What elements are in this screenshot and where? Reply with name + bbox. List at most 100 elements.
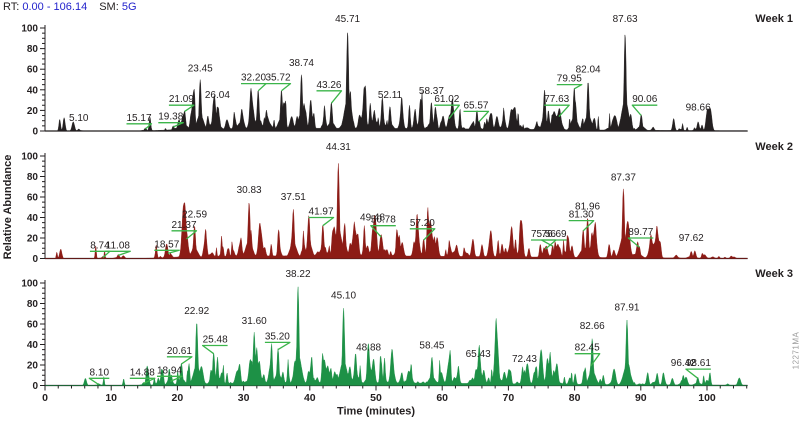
peak-label: 97.62 xyxy=(679,233,704,244)
peak-label: 96.42 xyxy=(671,358,696,369)
y-tick-label: 0 xyxy=(32,381,38,392)
y-tick-label: 20 xyxy=(27,234,39,245)
peak-leader-line xyxy=(409,228,436,241)
peak-leader-line xyxy=(129,377,156,384)
peak-leader-line xyxy=(154,249,180,255)
peak-leader-line xyxy=(158,122,184,128)
peak-label: 37.51 xyxy=(281,192,306,203)
peak-leader-line xyxy=(540,239,567,247)
peak-label: 89.77 xyxy=(628,227,653,238)
y-tick-label: 100 xyxy=(21,24,38,35)
peak-leader-line xyxy=(171,230,198,240)
y-tick-label: 80 xyxy=(27,44,39,55)
x-axis: 0 10 20 30 40 50 60 70 80 90 100 Time (minutes) xyxy=(42,385,748,418)
peak-label: 23.45 xyxy=(188,63,213,74)
scan-header: RT: 0.00 - 106.14 SM: 5G xyxy=(3,1,137,14)
peak-label: 43.26 xyxy=(316,80,341,91)
y-tick-label: 20 xyxy=(27,361,39,372)
y-tick-label: 100 xyxy=(21,279,38,290)
peak-label: 38.74 xyxy=(289,58,314,69)
peak-label: 61.02 xyxy=(434,94,459,105)
peak-leader-line xyxy=(463,110,490,123)
week-1-trace xyxy=(45,32,748,132)
peak-leader-line xyxy=(89,250,111,258)
week-3-label: Week 3 xyxy=(755,268,793,280)
peak-label: 35.72 xyxy=(266,73,291,84)
peak-label: 21.09 xyxy=(169,94,194,105)
peak-label: 18.57 xyxy=(154,239,179,250)
peak-leader-line xyxy=(166,356,193,365)
peak-label: 50.78 xyxy=(371,215,396,226)
peak-label: 81.96 xyxy=(575,201,600,212)
peak-label: 58.37 xyxy=(419,86,444,97)
y-tick-label: 0 xyxy=(32,254,38,265)
peak-leader-line xyxy=(370,225,396,238)
peak-label: 79.95 xyxy=(557,74,582,85)
peak-label: 41.97 xyxy=(309,206,334,217)
peak-leader-line xyxy=(264,341,291,351)
peak-label: 8.10 xyxy=(90,367,110,378)
figure-number-watermark: 12271MA xyxy=(791,331,800,370)
peak-label: 82.66 xyxy=(580,321,605,332)
peak-label: 76.69 xyxy=(542,229,567,240)
peak-leader-line xyxy=(126,123,153,130)
x-tick-label: 20 xyxy=(172,392,184,404)
y-tick-label: 60 xyxy=(27,320,39,331)
peak-label: 22.59 xyxy=(182,210,207,221)
peak-label: 18.94 xyxy=(157,365,182,376)
peak-leader-line xyxy=(568,219,595,232)
panel-week-3: 0 20 40 60 80 100 8.10 14.88 18.94 20.61 22.92 25.4… xyxy=(21,268,793,392)
y-axis-title-group: Relative Abundance xyxy=(2,155,14,260)
peak-label: 72.43 xyxy=(512,354,537,365)
peak-label: 19.38 xyxy=(158,112,183,123)
peak-label: 98.66 xyxy=(686,102,711,113)
peak-leader-line xyxy=(265,82,292,92)
peak-label: 52.11 xyxy=(378,90,403,101)
y-tick-label: 0 xyxy=(32,127,38,138)
peak-label: 87.37 xyxy=(611,173,636,184)
rt-label: RT: xyxy=(3,1,20,13)
y-tick-label: 40 xyxy=(27,340,39,351)
peak-label: 38.22 xyxy=(286,269,311,280)
peak-leader-line xyxy=(627,237,654,248)
peak-leader-line xyxy=(201,344,228,355)
rt-value: 0.00 - 106.14 xyxy=(22,1,88,13)
peak-label: 77.63 xyxy=(544,94,569,105)
peak-label: 48.88 xyxy=(356,343,381,354)
y-axis-title: Relative Abundance xyxy=(2,155,14,260)
peak-label: 44.31 xyxy=(326,142,351,153)
peak-leader-line xyxy=(631,104,658,116)
peak-label: 25.48 xyxy=(203,335,228,346)
x-axis-title: Time (minutes) xyxy=(337,406,415,418)
peak-leader-line xyxy=(574,353,601,367)
peak-label: 45.10 xyxy=(331,290,356,301)
panel-week-1: 0 20 40 60 80 100 5.10 15.17 19.38 21.09 23.45 26.0… xyxy=(21,13,793,138)
peak-leader-line xyxy=(88,377,110,386)
peak-label: 87.63 xyxy=(613,14,638,25)
peak-label: 32.20 xyxy=(241,73,266,84)
peak-label: 14.88 xyxy=(130,367,155,378)
y-tick-label: 80 xyxy=(27,299,39,310)
peak-label: 98.61 xyxy=(686,358,711,369)
peak-leader-line xyxy=(157,375,183,382)
week-2-trace xyxy=(45,163,748,259)
peak-label: 65.43 xyxy=(466,349,491,360)
peak-label: 58.45 xyxy=(419,341,444,352)
peak-label: 31.60 xyxy=(242,316,267,327)
peak-label: 49.48 xyxy=(360,213,385,224)
peak-label: 22.92 xyxy=(184,306,209,317)
y-tick-label: 60 xyxy=(27,193,39,204)
peak-leader-line xyxy=(316,90,343,104)
x-tick-label: 10 xyxy=(105,392,117,404)
week-3-trace xyxy=(45,286,748,386)
peak-leader-line xyxy=(308,216,335,227)
peak-label: 57.20 xyxy=(410,218,435,229)
x-tick-label: 80 xyxy=(569,392,581,404)
x-tick-label: 30 xyxy=(238,392,250,404)
peak-label: 90.06 xyxy=(632,94,657,105)
peak-label: 26.04 xyxy=(205,90,230,101)
x-tick-label: 60 xyxy=(436,392,448,404)
x-tick-label: 50 xyxy=(370,392,382,404)
y-tick-label: 20 xyxy=(27,106,39,117)
